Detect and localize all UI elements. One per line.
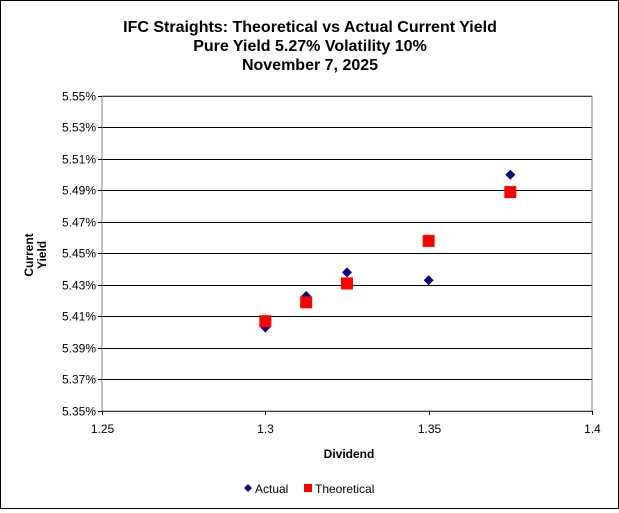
chart-title-line-1: IFC Straights: Theoretical vs Actual Cur… (123, 19, 497, 36)
y-tick-label: 5.43% (62, 279, 96, 293)
y-axis-label-line-1: Current (22, 233, 36, 276)
y-tick-label: 5.45% (62, 247, 96, 261)
theoretical-point (341, 277, 353, 290)
chart-title-line-2: Pure Yield 5.27% Volatility 10% (193, 38, 427, 55)
chart-title-line-3: November 7, 2025 (242, 57, 378, 74)
actual-point (423, 275, 434, 286)
y-tick-label: 5.51% (62, 153, 96, 167)
y-tick-label: 5.35% (62, 405, 96, 419)
actual-point (342, 267, 352, 278)
x-tick-label: 1.4 (584, 422, 601, 436)
x-axis-label: Dividend (324, 447, 375, 461)
y-tick-label: 5.37% (62, 373, 96, 387)
y-tick-label: 5.39% (62, 342, 96, 356)
y-tick-label: 5.41% (62, 310, 96, 324)
x-tick-label: 1.3 (257, 422, 274, 436)
theoretical-point (422, 234, 435, 247)
y-tick-label: 5.49% (62, 184, 96, 198)
actual-point (505, 169, 516, 180)
legend-actual-label: Actual (255, 482, 288, 496)
y-tick-label: 5.47% (62, 216, 96, 230)
y-tick-label: 5.53% (62, 121, 96, 135)
theoretical-point (504, 186, 517, 199)
theoretical-point (259, 315, 272, 328)
legend: Actual Theoretical (244, 482, 374, 496)
legend-theoretical-label: Theoretical (315, 482, 374, 496)
x-tick-label: 1.35 (418, 422, 442, 436)
legend-actual-marker (244, 484, 252, 492)
y-axis-label-line-2: Yield (35, 241, 49, 269)
y-tick-label: 5.55% (62, 90, 96, 104)
theoretical-point (300, 296, 313, 309)
legend-theoretical-marker (304, 484, 312, 492)
x-tick-label: 1.25 (91, 422, 115, 436)
